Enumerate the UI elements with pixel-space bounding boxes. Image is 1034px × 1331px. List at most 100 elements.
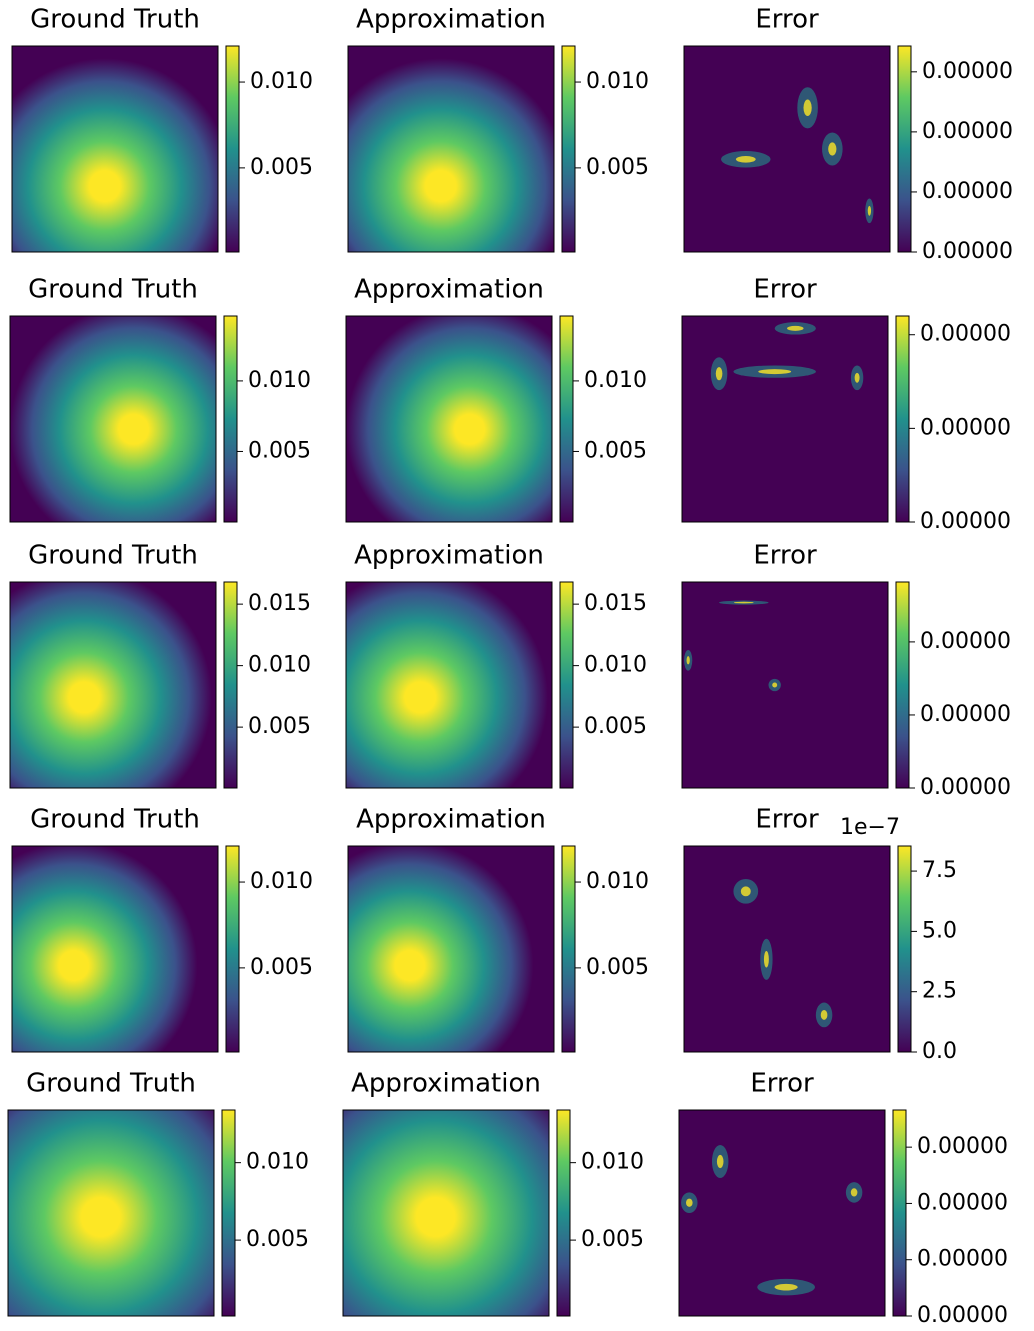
panel-title: Approximation	[356, 5, 546, 35]
heatmap-frame	[347, 845, 555, 1053]
error-spot	[763, 951, 769, 968]
heatmap-frame	[9, 581, 217, 789]
colorbar	[556, 1109, 571, 1317]
heatmap-image	[346, 316, 552, 522]
heatmap-image	[10, 316, 216, 522]
heatmap	[682, 582, 888, 788]
colorbar	[561, 45, 576, 253]
colorbar-tick-label: 0.00000	[920, 509, 1011, 534]
panel-title: Ground Truth	[28, 275, 198, 305]
heatmap	[8, 1110, 214, 1316]
colorbar	[221, 1109, 236, 1317]
panel-title: Approximation	[351, 1069, 541, 1099]
colorbar	[559, 581, 574, 789]
colorbar-tick-label: 0.00000	[917, 1247, 1008, 1272]
colorbar-tick-label: 0.00000	[922, 239, 1013, 264]
error-spot	[803, 99, 812, 117]
colorbar-tick-label: 0.00000	[917, 1134, 1008, 1159]
panel-title: Ground Truth	[30, 805, 200, 835]
colorbar-tick-label: 0.00000	[920, 322, 1011, 347]
panel-title: Ground Truth	[28, 541, 198, 571]
colorbar-tick-label: 0.005	[250, 155, 313, 180]
panel-title: Ground Truth	[26, 1069, 196, 1099]
colorbar-tick-label: 0.005	[248, 438, 311, 463]
colorbar-tick-label: 0.005	[250, 955, 313, 980]
colorbar-tick-label: 0.010	[250, 69, 313, 94]
colorbar-tick-label: 0.00000	[917, 1303, 1008, 1328]
panel-title: Error	[755, 5, 819, 35]
colorbar-tick-label: 0.00000	[922, 119, 1013, 144]
error-spot	[854, 372, 860, 383]
colorbar-tick-label: 2.5	[922, 979, 957, 1004]
colorbar	[897, 845, 912, 1053]
heatmap-frame	[11, 45, 219, 253]
error-spot	[867, 205, 872, 216]
error-spot	[733, 601, 754, 604]
error-spot	[716, 1154, 724, 1169]
heatmap-frame	[342, 1109, 550, 1317]
colorbar-tick-label: 0.005	[586, 955, 649, 980]
colorbar-tick-label: 0.005	[248, 714, 311, 739]
heatmap	[12, 846, 218, 1052]
error-spot	[820, 1009, 828, 1020]
heatmap-frame	[681, 581, 889, 789]
panel-title: Ground Truth	[30, 5, 200, 35]
heatmap	[10, 316, 216, 522]
colorbar-tick-label: 0.010	[246, 1150, 309, 1175]
colorbar-tick-label: 0.0	[922, 1039, 957, 1064]
heatmap-image	[12, 46, 218, 252]
heatmap-frame	[9, 315, 217, 523]
heatmap-frame	[683, 45, 891, 253]
error-spot	[686, 656, 690, 665]
heatmap-image	[348, 846, 554, 1052]
heatmap	[346, 316, 552, 522]
heatmap-frame	[7, 1109, 215, 1317]
colorbar-tick-label: 0.00000	[920, 702, 1011, 727]
colorbar	[225, 45, 240, 253]
panel-title: Approximation	[354, 541, 544, 571]
error-spot	[735, 156, 756, 163]
colorbar-tick-label: 0.010	[250, 869, 313, 894]
heatmap	[684, 46, 890, 252]
colorbar	[895, 581, 910, 789]
heatmap	[684, 846, 890, 1052]
colorbar-tick-label: 0.010	[584, 653, 647, 678]
heatmap-frame	[347, 45, 555, 253]
colorbar-tick-label: 0.00000	[920, 415, 1011, 440]
colorbar-tick-label: 0.00000	[920, 629, 1011, 654]
heatmap-frame	[683, 845, 891, 1053]
error-spot	[758, 369, 792, 375]
colorbar-tick-label: 0.015	[248, 591, 311, 616]
error-spot	[828, 142, 837, 156]
colorbar-tick-label: 0.00000	[917, 1190, 1008, 1215]
colorbar-offset-text: 1e−7	[840, 815, 900, 840]
heatmap	[682, 316, 888, 522]
panel-title: Approximation	[354, 275, 544, 305]
panel-title: Approximation	[356, 805, 546, 835]
heatmap-image	[684, 46, 890, 252]
heatmap	[12, 46, 218, 252]
heatmap-image	[348, 46, 554, 252]
colorbar-tick-label: 0.015	[584, 591, 647, 616]
heatmap-frame	[678, 1109, 886, 1317]
heatmap	[346, 582, 552, 788]
error-spot	[686, 1198, 693, 1207]
heatmap	[348, 846, 554, 1052]
error-spot	[740, 886, 751, 897]
colorbar-tick-label: 0.005	[584, 714, 647, 739]
heatmap	[343, 1110, 549, 1316]
error-spot	[772, 682, 778, 688]
colorbar-tick-label: 0.010	[248, 368, 311, 393]
colorbar-tick-label: 0.010	[586, 869, 649, 894]
colorbar	[559, 315, 574, 523]
colorbar-tick-label: 0.005	[586, 155, 649, 180]
heatmap-frame	[345, 315, 553, 523]
error-spot	[850, 1188, 858, 1197]
error-spot	[787, 325, 804, 331]
colorbar-tick-label: 0.00000	[922, 179, 1013, 204]
heatmap-frame	[681, 315, 889, 523]
heatmap-frame	[11, 845, 219, 1053]
heatmap-image	[343, 1110, 549, 1316]
heatmap	[10, 582, 216, 788]
